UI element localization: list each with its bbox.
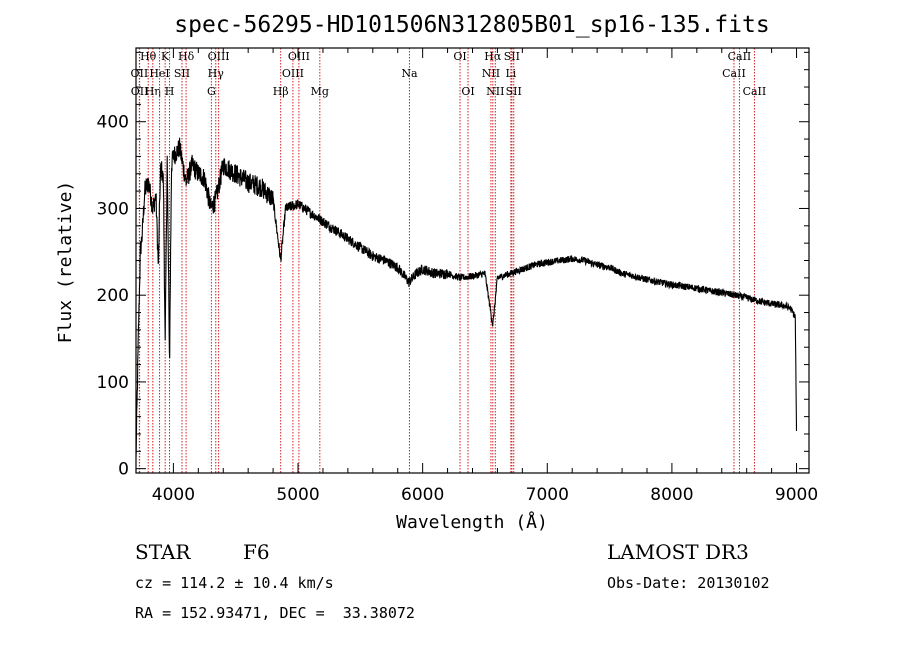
spectrum-line xyxy=(135,137,798,457)
line-label: OI xyxy=(453,50,466,63)
y-axis-label: Flux (relative) xyxy=(55,181,76,344)
line-label: Hα xyxy=(484,50,502,63)
obs-date: Obs-Date: 20130102 xyxy=(607,574,770,592)
line-label: Hθ xyxy=(140,50,157,63)
x-tick-label: 4000 xyxy=(152,485,195,505)
line-label: OIII xyxy=(208,50,230,63)
line-label: Hβ xyxy=(273,85,289,98)
chart-title: spec-56295-HD101506N312805B01_sp16-135.f… xyxy=(174,12,769,38)
x-tick-label: 6000 xyxy=(401,485,444,505)
x-tick-label: 8000 xyxy=(650,485,693,505)
line-label: CaII xyxy=(722,67,746,80)
line-label: SII xyxy=(504,50,520,63)
line-label: OIII xyxy=(288,50,310,63)
line-label: Hγ xyxy=(208,67,225,80)
plot-frame xyxy=(135,47,810,474)
y-tick-label: 400 xyxy=(97,113,129,133)
x-tick-label: 9000 xyxy=(775,485,818,505)
line-label: K xyxy=(161,50,170,63)
line-label: Hη xyxy=(145,85,161,98)
line-label: H xyxy=(165,85,175,98)
line-label: G xyxy=(207,85,216,98)
object-subclass: F6 xyxy=(243,540,270,564)
line-label: Na xyxy=(401,67,418,80)
plot-area xyxy=(135,137,798,457)
object-class: STAR xyxy=(135,540,191,564)
x-axis-label: Wavelength (Å) xyxy=(396,511,548,533)
line-label: OIII xyxy=(282,67,304,80)
line-label: OII xyxy=(131,85,149,98)
line-label: OI xyxy=(461,85,474,98)
y-tick-label: 100 xyxy=(97,373,129,393)
y-tick-label: 200 xyxy=(97,286,129,306)
line-label: Hδ xyxy=(178,50,195,63)
spectral-line-markers: OIIOIIHθHηHeIKHSIIHδGHγOIIIHβOIIIOIIIMgN… xyxy=(131,48,767,473)
x-tick-label: 7000 xyxy=(526,485,569,505)
survey-name: LAMOST DR3 xyxy=(607,540,749,564)
line-label: NII xyxy=(486,85,504,98)
line-label: CaII xyxy=(728,50,752,63)
line-label: CaII xyxy=(743,85,767,98)
line-label: Li xyxy=(505,67,516,80)
line-label: HeI xyxy=(149,67,169,80)
x-tick-label: 5000 xyxy=(276,485,319,505)
redshift-text: cz = 114.2 ± 10.4 km/s xyxy=(135,574,334,592)
line-label: NII xyxy=(482,67,500,80)
line-label: SII xyxy=(506,85,522,98)
y-tick-label: 0 xyxy=(118,460,129,480)
y-tick-label: 300 xyxy=(97,199,129,219)
coordinates: RA = 152.93471, DEC = 33.38072 xyxy=(135,604,415,622)
line-label: SII xyxy=(174,67,190,80)
line-label: Mg xyxy=(311,85,329,98)
axes: 4000 5000 6000 7000 8000 9000 0 100 200 300 400 xyxy=(97,47,818,505)
